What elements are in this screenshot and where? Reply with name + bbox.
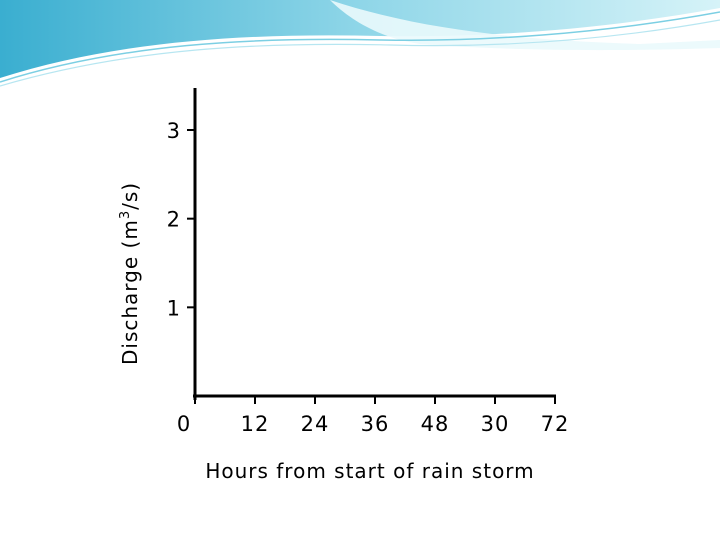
header-wave-line-2 bbox=[0, 19, 720, 87]
y-axis-title-superscript: 3 bbox=[118, 210, 133, 219]
header-wave-line-1 bbox=[0, 11, 720, 83]
y-axis-title-end: /s) bbox=[118, 182, 142, 210]
y-axis-ticks: 1 2 3 bbox=[167, 119, 195, 320]
y-tick-label-2: 2 bbox=[167, 208, 181, 232]
header-wave-highlight bbox=[330, 0, 720, 51]
x-tick-label-1: 12 bbox=[241, 412, 270, 436]
x-tick-label-5: 30 bbox=[481, 412, 510, 436]
y-axis-title-main: Discharge (m bbox=[118, 219, 142, 365]
y-tick-label-1: 1 bbox=[167, 296, 181, 320]
x-tick-label-6: 72 bbox=[541, 412, 570, 436]
header-wave-band bbox=[0, 0, 720, 78]
x-axis-title: Hours from start of rain storm bbox=[205, 459, 534, 483]
x-tick-label-0: 0 bbox=[177, 412, 191, 436]
x-tick-label-4: 48 bbox=[421, 412, 450, 436]
y-axis-title: Discharge (m3/s) bbox=[118, 182, 142, 365]
x-tick-label-2: 24 bbox=[301, 412, 330, 436]
y-tick-label-3: 3 bbox=[167, 119, 181, 143]
slide-header-decoration bbox=[0, 0, 720, 87]
x-tick-label-3: 36 bbox=[361, 412, 390, 436]
x-axis-ticks: 0 12 24 36 48 30 72 bbox=[177, 396, 570, 436]
